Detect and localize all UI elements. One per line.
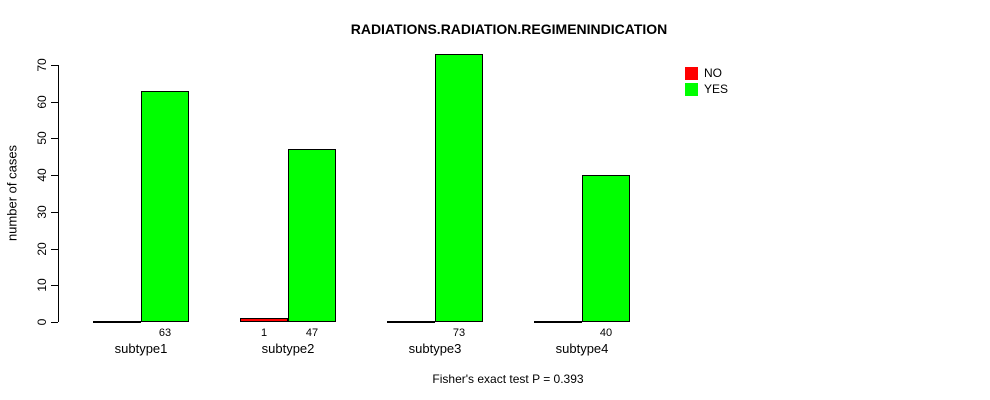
y-tick-label: 20 [35,241,49,256]
y-tick [51,65,58,66]
y-tick [51,322,58,323]
x-category-label-subtype3: subtype3 [408,341,462,356]
y-tick-label: 50 [35,131,49,146]
legend: NO YES [685,66,728,96]
value-label-no-subtype2: 1 [260,327,268,339]
y-tick-label: 0 [35,318,49,326]
value-label-yes-subtype1: 63 [158,327,172,339]
bar-no-subtype1 [93,321,141,323]
legend-label-yes: YES [704,81,729,96]
legend-swatch-no [685,66,698,80]
x-category-label-subtype4: subtype4 [555,341,609,356]
y-tick-label: 10 [35,278,49,292]
y-tick-label: 40 [35,168,49,182]
y-tick-label: 70 [35,58,49,72]
value-label-yes-subtype4: 40 [599,327,613,339]
annotation-text: Fisher's exact test P = 0.393 [432,372,584,386]
y-axis-line [58,65,59,322]
x-category-label-subtype1: subtype1 [114,341,168,356]
legend-swatch-yes [685,82,698,96]
bar-no-subtype2 [240,318,288,322]
y-tick [51,211,58,213]
y-tick [51,138,58,140]
value-label-yes-subtype2: 47 [305,327,319,339]
legend-entry-no: NO [685,66,728,80]
bar-yes-subtype2 [288,149,336,322]
bar-yes-subtype4 [582,175,630,322]
bar-no-subtype4 [534,321,582,323]
y-tick [51,248,58,250]
legend-entry-yes: YES [685,82,728,96]
chart-title: RADIATIONS.RADIATION.REGIMENINDICATION [350,21,668,37]
bar-no-subtype3 [387,321,435,323]
legend-label-no: NO [704,65,722,80]
x-category-label-subtype2: subtype2 [261,341,315,356]
y-tick [51,175,58,177]
bar-yes-subtype3 [435,54,483,322]
y-tick-label: 60 [35,95,49,109]
y-tick [51,101,58,103]
value-label-yes-subtype3: 73 [452,327,466,339]
y-tick-label: 30 [35,205,49,219]
y-tick [51,285,58,287]
bar-yes-subtype1 [141,90,189,322]
